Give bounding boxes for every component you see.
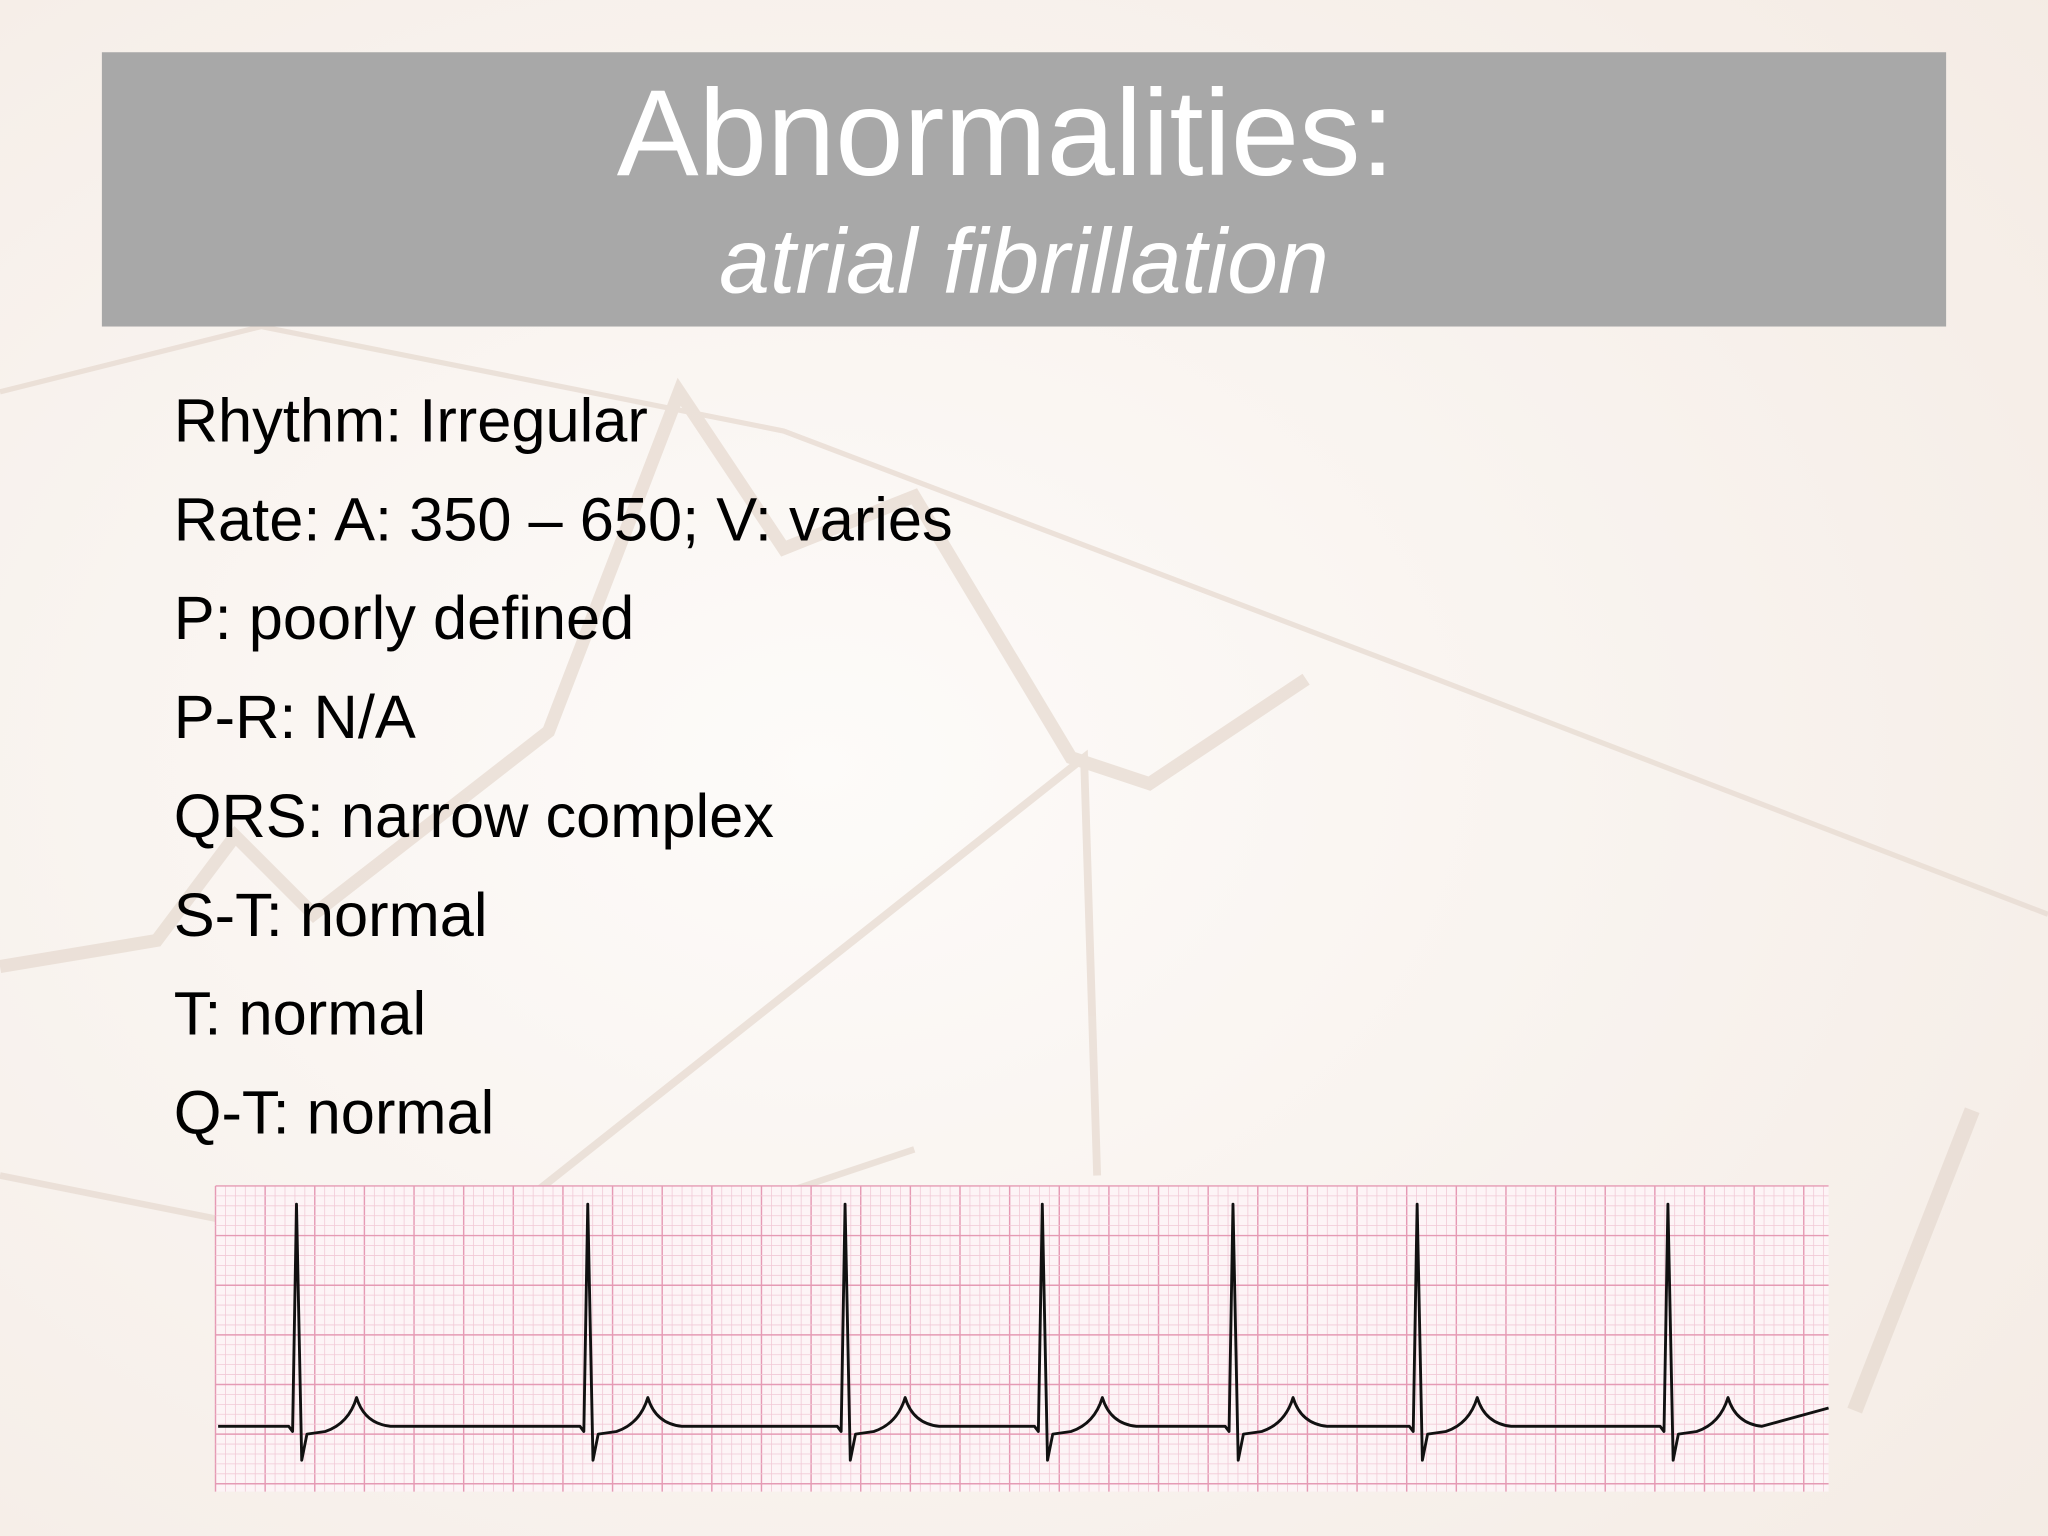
body-line: QRS: narrow complex bbox=[174, 782, 775, 851]
subtitle: atrial fibrillation bbox=[719, 211, 1329, 313]
body-line: Rate: A: 350 – 650; V: varies bbox=[174, 485, 953, 554]
title-bar bbox=[101, 52, 1947, 327]
background-ecg-decoration bbox=[0, 323, 2048, 1414]
ecg-strip bbox=[214, 1185, 1829, 1492]
body-line: P: poorly defined bbox=[174, 584, 635, 653]
ecg-paper bbox=[215, 1185, 1829, 1492]
body-line: P-R: N/A bbox=[174, 683, 416, 752]
body-line: T: normal bbox=[174, 980, 426, 1049]
body-line: Rhythm: Irregular bbox=[174, 386, 648, 455]
body-lines: Rhythm: Irregular Rate: A: 350 – 650; V: … bbox=[174, 386, 953, 1147]
body-line: S-T: normal bbox=[174, 881, 488, 950]
body-line: Q-T: normal bbox=[174, 1079, 495, 1148]
title: Abnormalities: bbox=[617, 65, 1395, 202]
ecg-trace bbox=[218, 1202, 1829, 1462]
